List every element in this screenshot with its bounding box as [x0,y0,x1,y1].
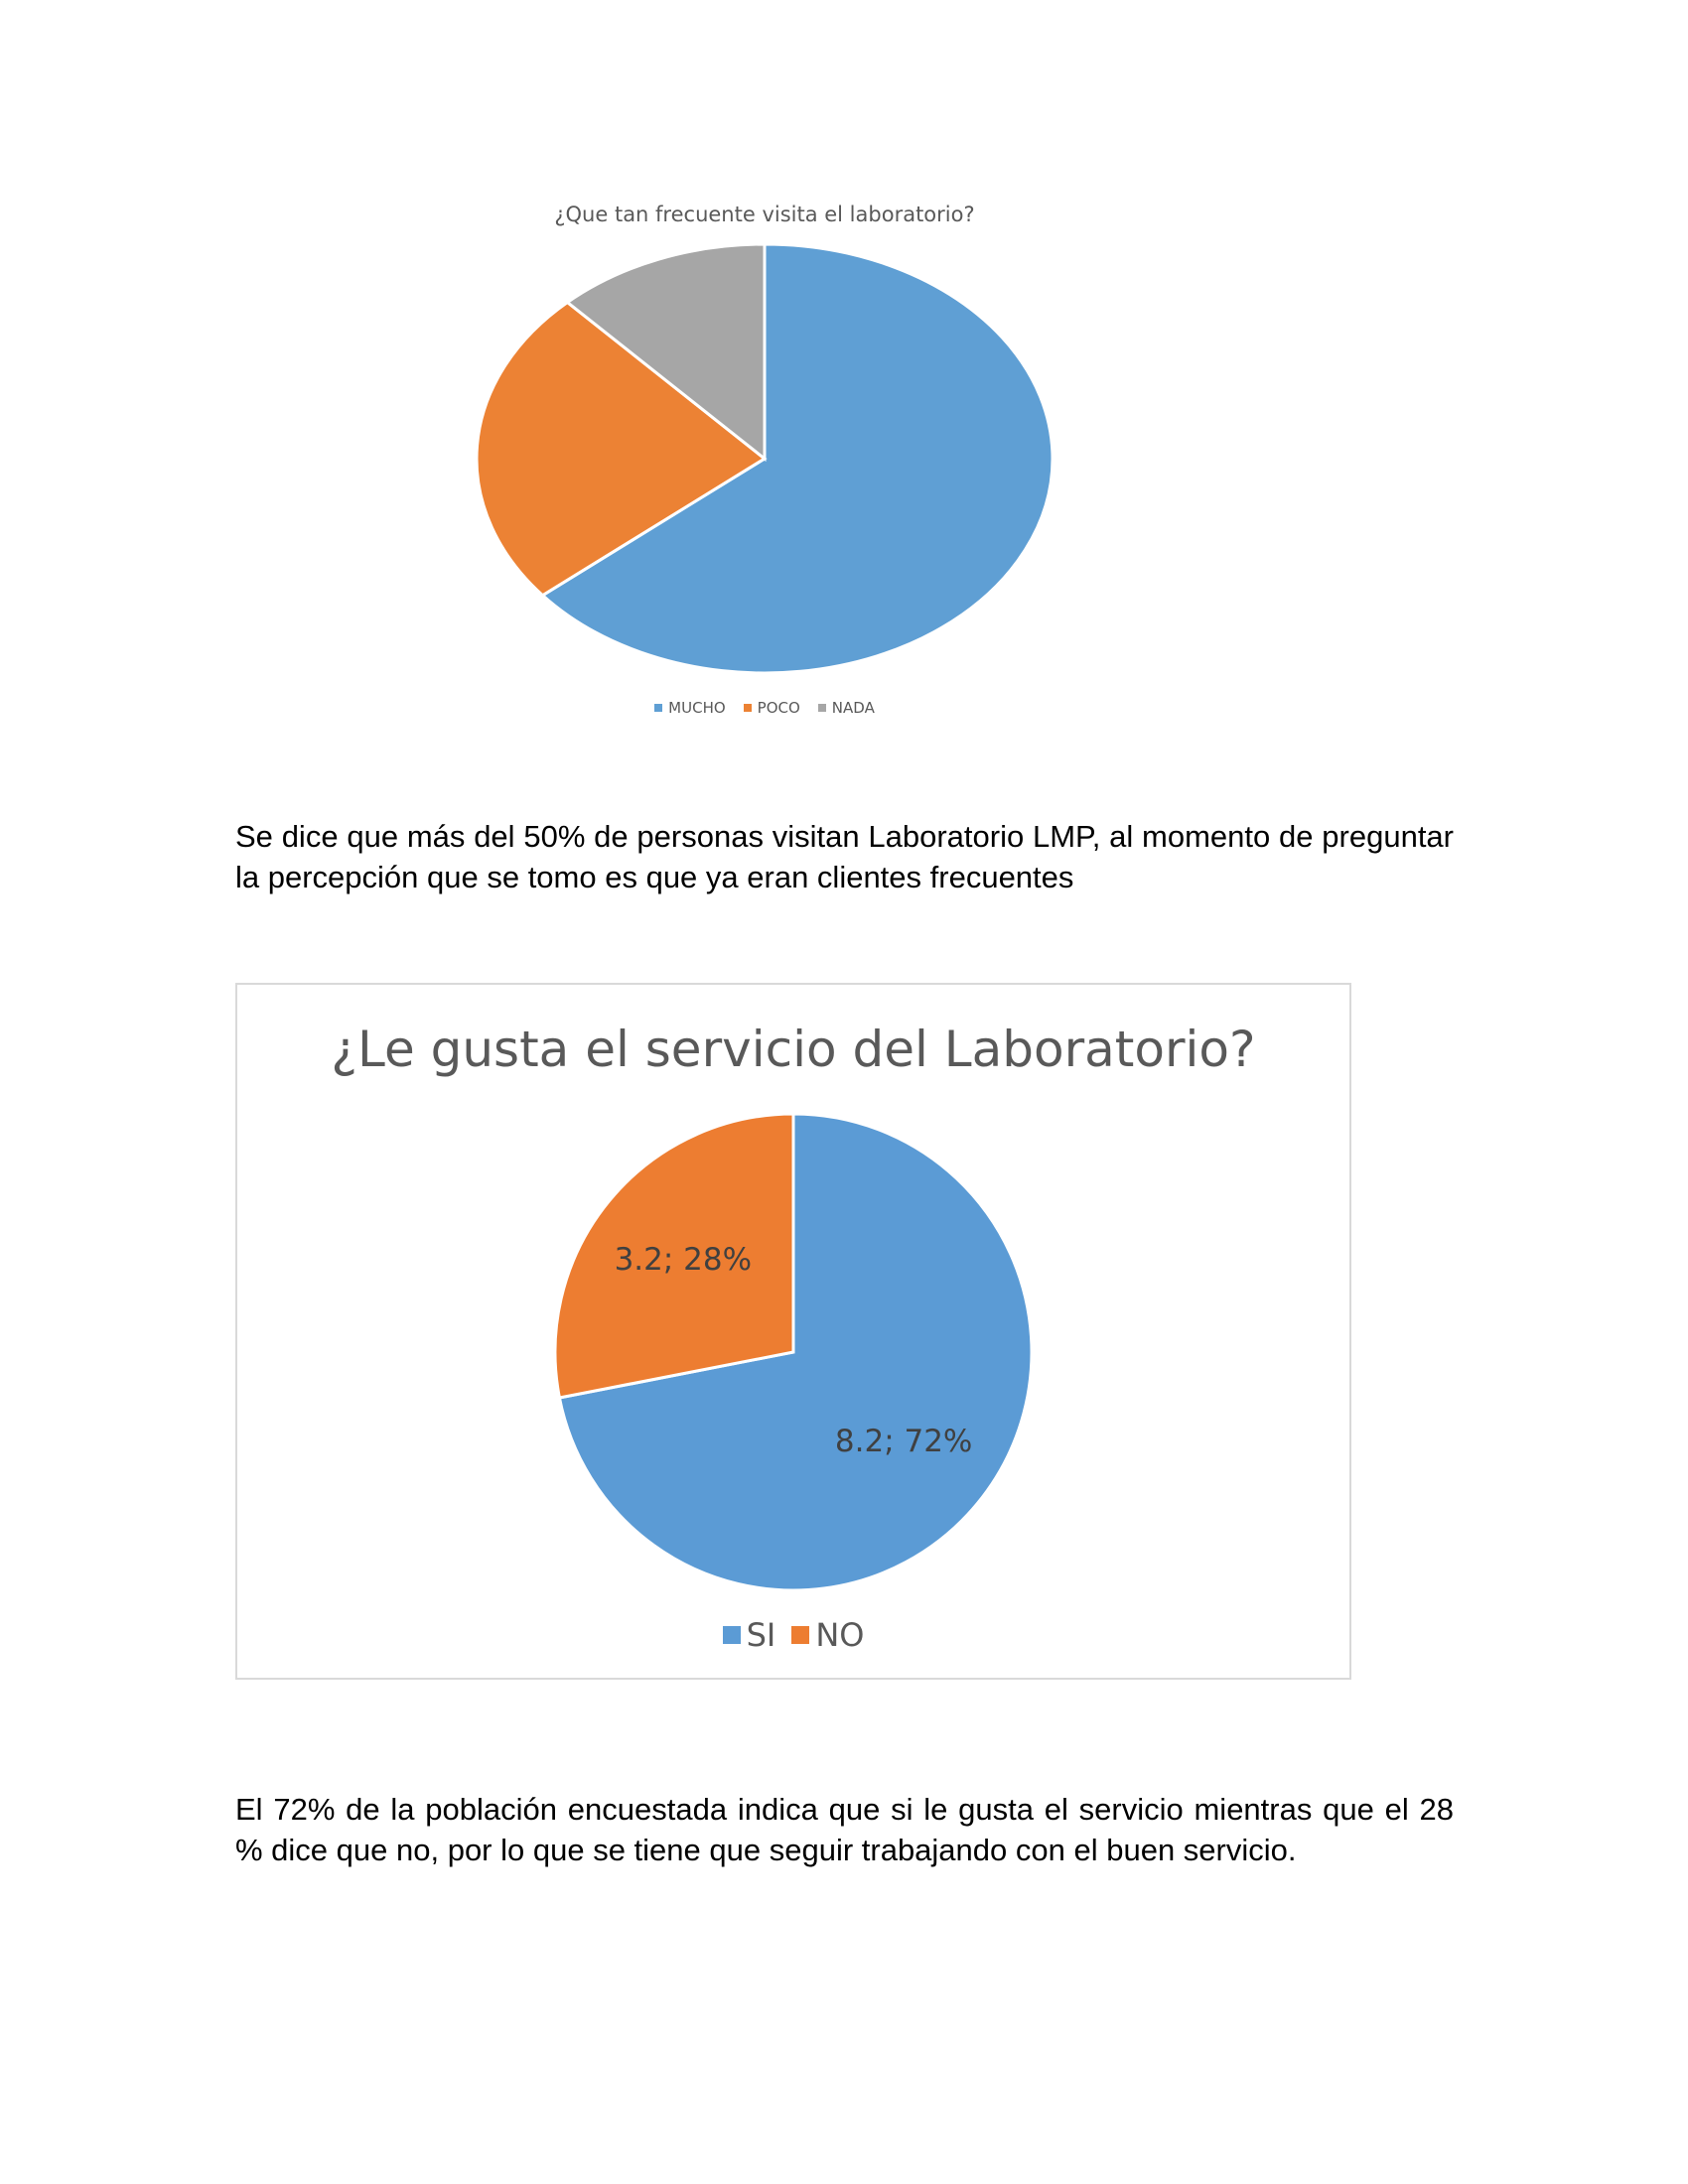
chart2-pie: 8.2; 72% 3.2; 28% [553,1112,1034,1592]
paragraph-service: El 72% de la población encuestada indica… [235,1792,1454,1867]
paragraph-frequency: Se dice que más del 50% de personas visi… [235,819,1454,894]
legend-label-si: SI [746,1616,776,1654]
chart2-data-label-si: 8.2; 72% [835,1424,973,1459]
chart1-slice-poco [475,300,768,598]
chart1-slice-mucho [540,242,1055,675]
chart2-legend: SI NO [237,1616,1349,1654]
legend-swatch-si [722,1626,741,1644]
legend-item-si: SI [722,1616,776,1654]
legend-swatch-mucho [654,704,663,712]
legend-swatch-poco [743,704,752,712]
chart1-legend: MUCHO POCO NADA [556,699,973,717]
chart1-slice-nada [564,242,767,463]
chart1-pie [475,242,1055,675]
legend-swatch-nada [817,704,826,712]
legend-item-mucho: MUCHO [654,699,726,717]
chart2-slice-si [557,1112,1034,1592]
chart2-frame: ¿Le gusta el servicio del Laboratorio? 8… [235,983,1351,1680]
legend-item-nada: NADA [817,699,875,717]
legend-label-mucho: MUCHO [668,699,726,717]
legend-item-no: NO [791,1616,864,1654]
legend-label-no: NO [815,1616,865,1654]
legend-swatch-no [791,1626,810,1644]
chart2-title: ¿Le gusta el servicio del Laboratorio? [331,1021,1256,1078]
chart2-slice-no [553,1112,795,1400]
chart2-data-label-no: 3.2; 28% [615,1242,753,1278]
legend-item-poco: POCO [743,699,800,717]
legend-label-nada: NADA [831,699,875,717]
legend-label-poco: POCO [757,699,800,717]
chart1-title: ¿Que tan frecuente visita el laboratorio… [554,203,975,226]
